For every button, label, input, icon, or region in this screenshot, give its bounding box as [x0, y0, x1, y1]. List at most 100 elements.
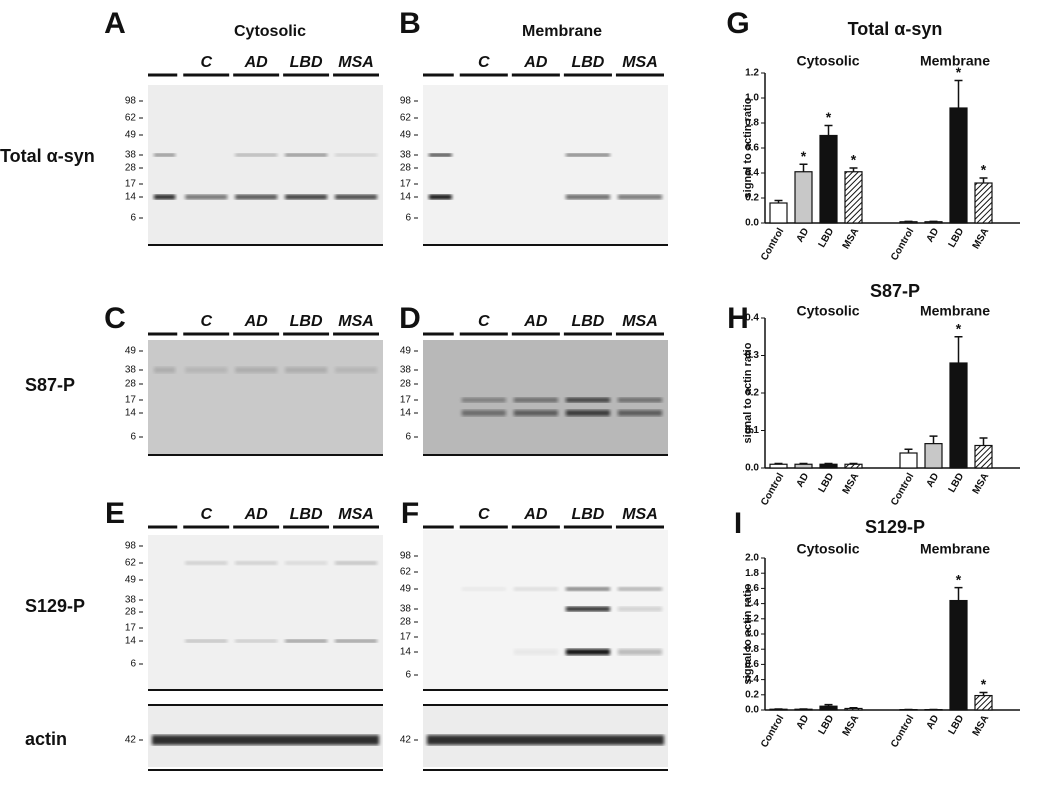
x-tick-label: AD [925, 471, 942, 489]
y-tick-label: 0.6 [745, 659, 759, 670]
x-tick-label: AD [795, 471, 812, 489]
mw-marker: 17 [400, 395, 412, 406]
panel-letter: D [399, 302, 421, 335]
group-label: Cytosolic [796, 303, 859, 319]
row-label: S87-P [25, 375, 75, 395]
y-tick-label: 1.2 [745, 613, 759, 624]
blot-band [185, 367, 228, 373]
blot-band [285, 561, 328, 565]
bar [794, 171, 813, 224]
mw-marker: 28 [400, 617, 412, 628]
bar [924, 443, 943, 469]
lane-label: LBD [290, 506, 323, 523]
blot-band [617, 397, 662, 403]
lane-label: C [478, 54, 490, 71]
panel-letter: B [399, 7, 421, 40]
blot-band [154, 367, 176, 373]
mw-marker: 14 [125, 636, 137, 647]
chart-title: Total α-syn [848, 19, 943, 39]
lane-label: MSA [338, 313, 374, 330]
blot-band [335, 561, 377, 565]
blot-band [235, 153, 278, 157]
lane-label: C [200, 313, 212, 330]
bar [769, 463, 788, 469]
error-bar [849, 462, 858, 465]
y-tick-label: 1.0 [745, 629, 759, 640]
y-tick-label: 1.8 [745, 568, 759, 579]
x-tick-label: AD [925, 226, 942, 244]
y-axis-label: signal to actin ratio [742, 583, 754, 684]
mw-marker: 28 [125, 607, 137, 618]
group-label: Membrane [920, 303, 990, 319]
x-tick-label: LBD [947, 471, 967, 494]
lane-label: AD [244, 506, 269, 523]
significance-mark: * [801, 148, 807, 164]
x-tick-label: Control [759, 226, 786, 262]
lane-label: MSA [338, 54, 374, 71]
lane-label: MSA [622, 313, 658, 330]
bar [819, 705, 838, 711]
bar [844, 707, 863, 711]
error-bar [954, 586, 963, 601]
mw-marker: 38 [400, 604, 412, 615]
y-tick-label: 0.8 [745, 118, 759, 129]
error-bar [979, 437, 988, 446]
bar [769, 202, 788, 224]
chart-title: S87-P [870, 281, 920, 301]
significance-mark: * [981, 162, 987, 178]
y-tick-label: 0.2 [745, 388, 759, 399]
mw-marker: 17 [125, 179, 137, 190]
blot-band [235, 561, 278, 565]
mw-marker: 6 [130, 213, 136, 224]
mw-marker: 38 [125, 365, 137, 376]
x-tick-label: MSA [971, 471, 992, 496]
bar [844, 463, 863, 469]
lane-label: AD [523, 54, 548, 71]
x-tick-label: Control [889, 471, 916, 507]
mw-marker: 14 [125, 192, 137, 203]
lane-label: LBD [290, 313, 323, 330]
blot-band [185, 561, 228, 565]
y-tick-label: 0.2 [745, 193, 759, 204]
blot-band [617, 587, 662, 591]
y-tick-label: 0.3 [745, 350, 759, 361]
mw-marker: 28 [125, 163, 137, 174]
mw-marker: 49 [125, 575, 137, 586]
mw-marker: 17 [400, 632, 412, 643]
lane-label: LBD [571, 313, 604, 330]
mw-marker: 6 [405, 432, 411, 443]
mw-marker: 49 [125, 130, 137, 141]
group-label: Membrane [920, 53, 990, 69]
error-bar [849, 167, 858, 172]
mw-marker: 17 [400, 179, 412, 190]
blot-band [154, 194, 176, 200]
mw-marker: 28 [400, 163, 412, 174]
error-bar [979, 691, 988, 696]
blot-image [148, 340, 383, 455]
panel-letter: A [104, 7, 126, 40]
error-bar [904, 448, 913, 453]
y-tick-label: 1.4 [745, 598, 759, 609]
blot-band [285, 153, 328, 157]
mw-marker: 38 [125, 595, 137, 606]
mw-marker: 6 [130, 659, 136, 670]
y-tick-label: 0.0 [745, 218, 759, 229]
error-bar [824, 124, 833, 136]
lane-label: C [478, 313, 490, 330]
y-tick-label: 0.2 [745, 689, 759, 700]
blot-band [335, 367, 377, 373]
blot-band [565, 397, 610, 403]
mw-marker: 14 [400, 408, 412, 419]
mw-marker: 42 [125, 735, 137, 746]
y-tick-label: 0.8 [745, 644, 759, 655]
x-tick-label: AD [795, 713, 812, 731]
mw-marker: 38 [125, 150, 137, 161]
mw-marker: 6 [405, 670, 411, 681]
lane-label: C [200, 506, 212, 523]
blot-band [235, 639, 278, 643]
chart-title: S129-P [865, 517, 925, 537]
blot-image [148, 85, 383, 245]
blot-band [565, 649, 610, 655]
blot-band [429, 153, 452, 157]
